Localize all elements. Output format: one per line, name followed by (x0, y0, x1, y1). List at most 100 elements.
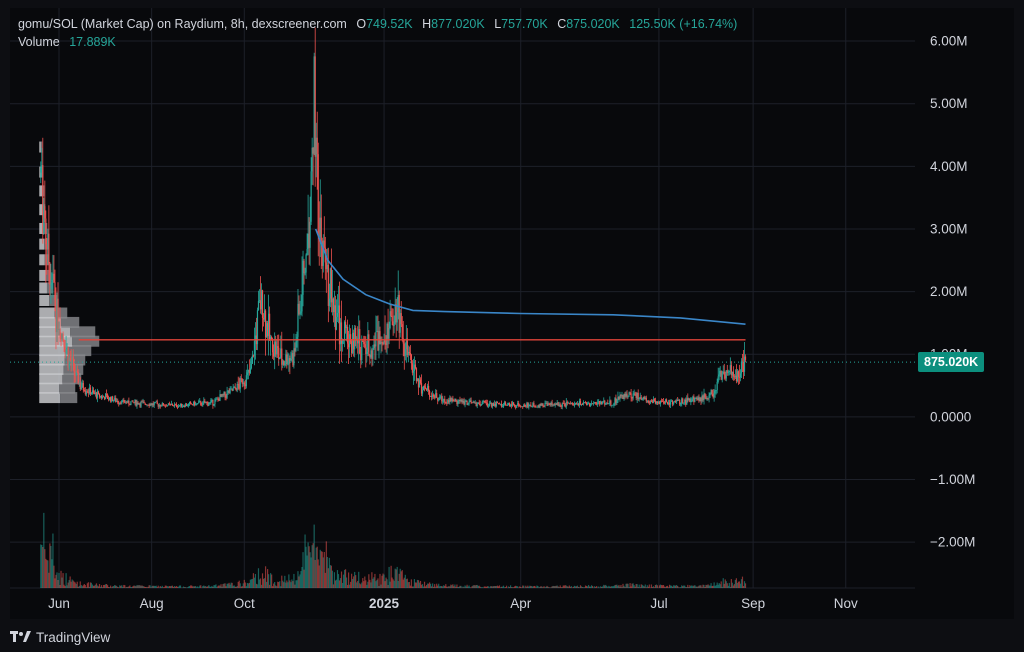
candle-body (190, 402, 192, 404)
candle-body (664, 399, 667, 403)
volume-bar (158, 587, 160, 588)
candle-body (124, 402, 126, 404)
volume-bar (273, 583, 275, 588)
candle-body (359, 329, 361, 354)
candle-body (271, 337, 273, 340)
volume-bar (184, 587, 187, 588)
volume-bar (697, 586, 699, 588)
y-tick-label: 5.00M (930, 96, 968, 111)
chart-canvas[interactable]: 6.00M5.00M4.00M3.00M2.00M1.00M0.0000−1.0… (10, 8, 1014, 619)
volume-bar (70, 581, 72, 588)
candle-body (150, 404, 152, 406)
volume-bar (551, 586, 553, 588)
volume-bar (424, 586, 427, 588)
candle-body (103, 397, 106, 400)
candle-body (694, 398, 696, 402)
candle-body (277, 346, 279, 348)
volume-bar (464, 585, 466, 588)
candle-body (474, 402, 476, 404)
candle-body (723, 371, 725, 376)
volume-bar (101, 587, 104, 588)
volume-bar (220, 584, 222, 588)
volume-bar (728, 582, 730, 588)
candle-body (241, 378, 243, 384)
volume-profile-bar (62, 373, 82, 385)
tradingview-brand[interactable]: TradingView (10, 627, 110, 647)
volume-bar (72, 580, 74, 588)
volume-bar (584, 585, 587, 588)
symbol-title[interactable]: gomu/SOL (Market Cap) on Raydium, 8h, de… (18, 17, 347, 31)
volume-label[interactable]: Volume (18, 35, 60, 49)
candle-body (411, 363, 413, 373)
candle-body (712, 394, 714, 398)
candle-body (610, 400, 612, 406)
volume-bar (451, 585, 453, 588)
volume-bar (677, 586, 679, 588)
candle-body (262, 317, 265, 320)
volume-bar (505, 585, 508, 588)
volume-bar (450, 584, 452, 588)
volume-bar (222, 584, 224, 588)
candle-body (299, 313, 301, 315)
volume-bar (381, 575, 383, 588)
chart-pane[interactable]: 6.00M5.00M4.00M3.00M2.00M1.00M0.0000−1.0… (10, 8, 1014, 619)
candle-body (647, 401, 649, 403)
volume-bar (305, 546, 307, 588)
volume-bar (368, 574, 370, 588)
candle-body (491, 403, 493, 407)
volume-bar (686, 587, 688, 588)
candle-body (597, 402, 599, 405)
volume-bar (400, 571, 402, 588)
last-price-badge: 875.020K (918, 352, 985, 372)
candle-body (421, 390, 424, 394)
volume-bar (142, 586, 144, 588)
candle-body (156, 401, 158, 405)
candle-body (43, 206, 45, 233)
candle-body (413, 364, 416, 372)
volume-bar (163, 587, 165, 588)
candle-body (731, 371, 733, 376)
candle-body (254, 335, 257, 341)
candle-body (523, 404, 525, 407)
candle-body (224, 391, 226, 396)
candle-body (494, 403, 497, 407)
volume-bar (685, 587, 687, 588)
volume-bar (692, 586, 694, 588)
candle-body (197, 403, 199, 405)
candle-body (671, 400, 673, 402)
candle-body (166, 405, 168, 407)
volume-bar (230, 582, 232, 588)
volume-bar (447, 586, 449, 588)
volume-bar (190, 585, 192, 588)
candle-body (557, 402, 559, 406)
candle-body (59, 329, 61, 339)
high-key: H (422, 17, 432, 31)
candle-body (487, 405, 489, 407)
volume-bar (134, 585, 136, 588)
volume-bar (513, 587, 515, 588)
candle-body (711, 390, 713, 395)
volume-profile-bar (39, 354, 65, 366)
volume-profile-bar (39, 373, 63, 385)
candle-body (389, 311, 391, 329)
candle-body (722, 371, 724, 374)
volume-bar (435, 586, 437, 588)
candle-body (727, 372, 729, 373)
volume-bar (146, 587, 148, 588)
volume-bar (343, 569, 346, 588)
candle-body (208, 403, 210, 406)
volume-bar (228, 582, 230, 588)
candle-body (364, 344, 366, 348)
chart-grid (10, 8, 915, 589)
volume-bar (737, 581, 740, 588)
candle-body (211, 399, 213, 401)
volume-bar (655, 584, 658, 588)
candle-body (64, 346, 66, 354)
volume-bar (242, 583, 244, 588)
candle-body (519, 405, 521, 407)
volume-bar (282, 580, 284, 588)
candle-body (500, 403, 503, 407)
candle-body (615, 398, 617, 403)
candle-body (400, 313, 402, 325)
candle-body (251, 355, 254, 364)
